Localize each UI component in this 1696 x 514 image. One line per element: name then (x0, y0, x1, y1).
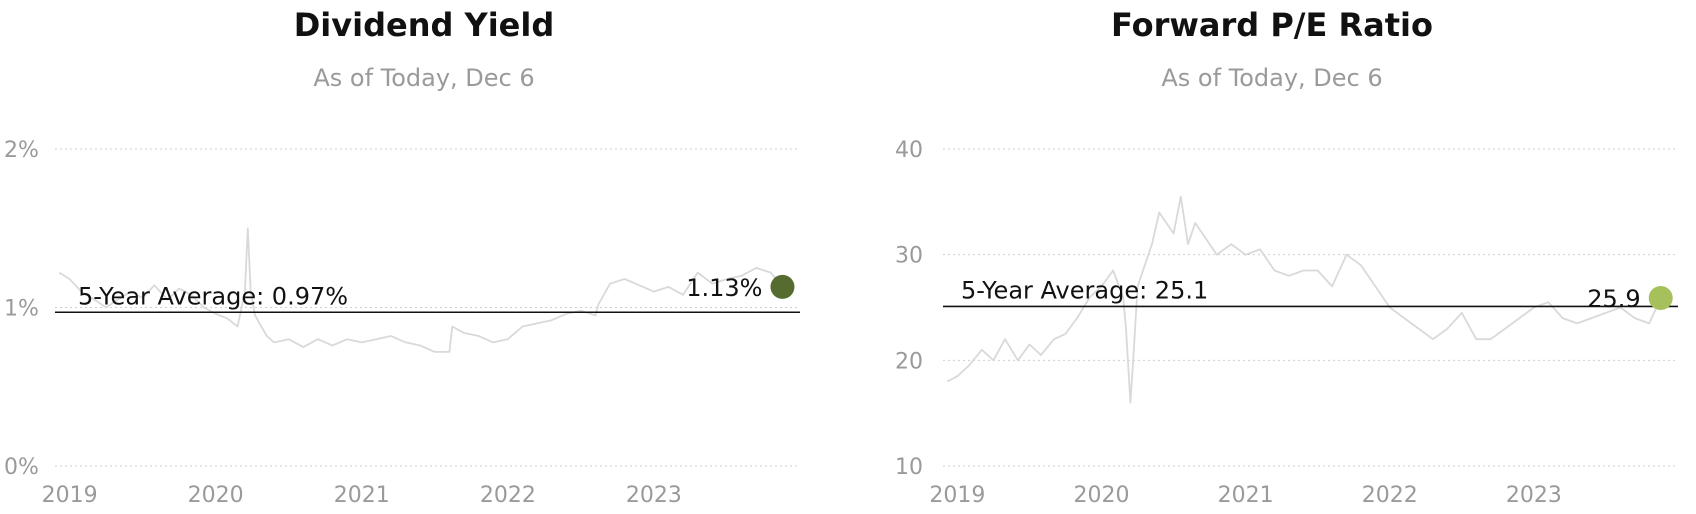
forward-pe-panel: Forward P/E Ratio As of Today, Dec 6 10 2… (848, 0, 1696, 514)
series-line (58, 227, 784, 353)
chart-title: Forward P/E Ratio (1111, 6, 1433, 44)
x-tick-label: 2019 (929, 483, 985, 508)
average-label: 5-Year Average: 25.1 (961, 276, 1208, 304)
y-tick-label: 40 (895, 138, 923, 163)
chart-subtitle: As of Today, Dec 6 (1161, 64, 1383, 92)
current-value-marker (770, 274, 795, 299)
y-tick-label: 30 (895, 244, 923, 269)
y-tick-label: 0% (4, 455, 39, 480)
x-tick-label: 2022 (480, 483, 536, 508)
series-line (946, 195, 1662, 404)
current-value-marker (1648, 285, 1673, 310)
chart-title: Dividend Yield (293, 6, 555, 44)
x-tick-label: 2020 (188, 483, 244, 508)
dividend-yield-chart: 0% 1% 2% 2019 2020 2021 2022 2023 5-Year Average… (4, 138, 800, 508)
y-tick-label: 10 (895, 455, 923, 480)
average-label: 5-Year Average: 0.97% (78, 282, 348, 310)
x-tick-label: 2021 (334, 483, 390, 508)
x-tick-label: 2021 (1218, 483, 1274, 508)
current-value-label: 1.13% (686, 274, 762, 302)
current-value-label: 25.9 (1587, 285, 1640, 313)
x-tick-label: 2023 (1506, 483, 1562, 508)
chart-subtitle: As of Today, Dec 6 (313, 64, 535, 92)
x-tick-label: 2019 (42, 483, 98, 508)
x-tick-label: 2020 (1074, 483, 1130, 508)
dividend-yield-panel: Dividend Yield As of Today, Dec 6 0% 1% 2%… (4, 6, 800, 508)
y-tick-label: 1% (4, 297, 39, 322)
forward-pe-chart: 10 20 30 40 2019 2020 2021 2022 2023 5-Year Avera… (895, 138, 1678, 508)
y-tick-label: 2% (4, 138, 39, 163)
x-tick-label: 2023 (626, 483, 682, 508)
y-tick-label: 20 (895, 349, 923, 374)
x-tick-label: 2022 (1362, 483, 1418, 508)
